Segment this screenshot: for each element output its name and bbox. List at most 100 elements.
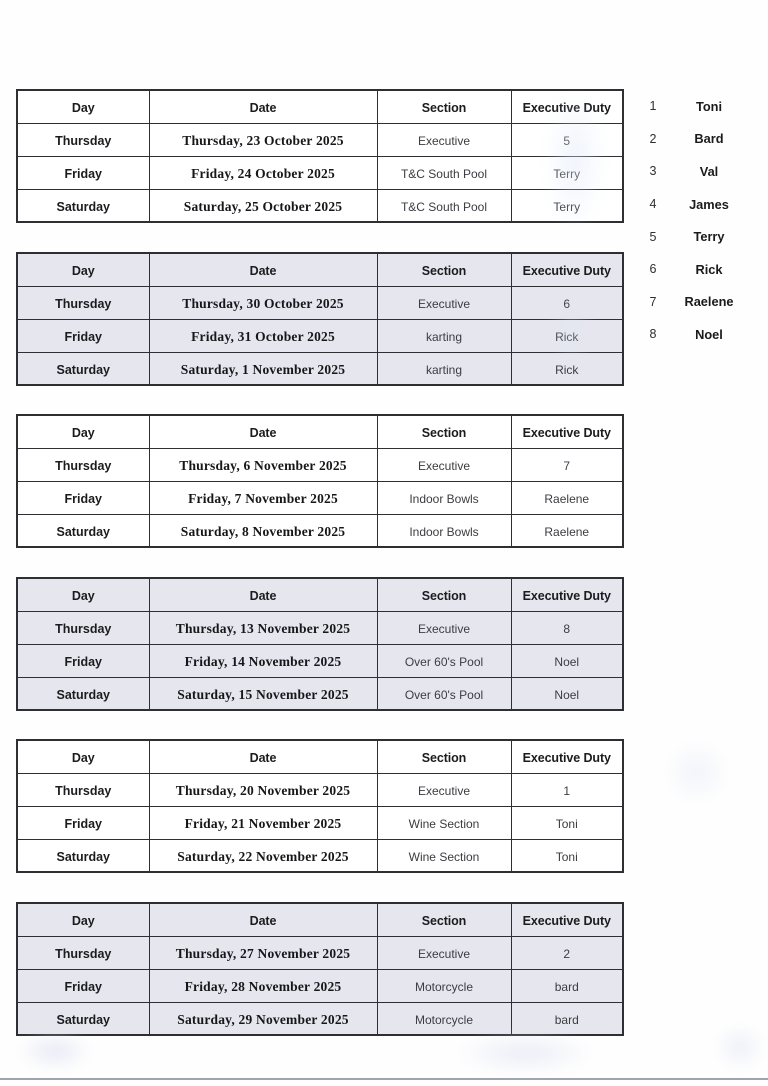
- col-header-section: Section: [376, 252, 512, 287]
- table-row: Thursday Thursday, 30 October 2025 Executi…: [16, 285, 624, 320]
- day-cell: Thursday: [16, 772, 150, 807]
- legend-item: 7 Raelene: [645, 286, 757, 319]
- col-header-day: Day: [16, 902, 150, 937]
- col-header-section: Section: [376, 739, 512, 774]
- date-cell: Thursday, 30 October 2025: [148, 285, 378, 320]
- date-cell: Saturday, 25 October 2025: [148, 188, 378, 223]
- day-cell: Saturday: [16, 676, 150, 711]
- section-cell: Over 60's Pool: [376, 643, 512, 678]
- date-cell: Saturday, 8 November 2025: [148, 513, 378, 548]
- day-cell: Thursday: [16, 610, 150, 645]
- table-row: Thursday Thursday, 20 November 2025 Execut…: [16, 772, 624, 807]
- duty-cell: 1: [510, 772, 624, 807]
- section-cell: T&C South Pool: [376, 155, 512, 190]
- day-cell: Saturday: [16, 838, 150, 873]
- legend-name: Raelene: [684, 294, 734, 310]
- table-row: Saturday Saturday, 25 October 2025 T&C Sou…: [16, 188, 624, 223]
- legend-name: Toni: [695, 98, 723, 114]
- col-header-date: Date: [148, 252, 378, 287]
- date-cell: Thursday, 13 November 2025: [148, 610, 378, 645]
- header-row: Day Date Section Executive Duty: [16, 739, 624, 774]
- table-row: Saturday Saturday, 29 November 2025 Motorc…: [16, 1001, 624, 1036]
- col-header-date: Date: [148, 89, 378, 124]
- table-row: Saturday Saturday, 22 November 2025 Wine S…: [16, 838, 624, 873]
- header-row: Day Date Section Executive Duty: [16, 414, 624, 449]
- col-header-date: Date: [148, 577, 378, 612]
- table-row: Saturday Saturday, 1 November 2025 karting…: [16, 351, 624, 386]
- header-row: Day Date Section Executive Duty: [16, 577, 624, 612]
- col-header-day: Day: [16, 577, 150, 612]
- day-cell: Thursday: [16, 447, 150, 482]
- duty-cell: Raelene: [510, 480, 624, 515]
- legend-item: 2 Bard: [645, 123, 757, 156]
- scan-smudge: [455, 1032, 595, 1074]
- day-cell: Saturday: [16, 188, 150, 223]
- date-cell: Thursday, 6 November 2025: [148, 447, 378, 482]
- table-row: Thursday Thursday, 13 November 2025 Execut…: [16, 610, 624, 645]
- section-cell: Executive: [376, 935, 512, 970]
- table-row: Friday Friday, 7 November 2025 Indoor Bowl…: [16, 480, 624, 515]
- legend-number: 7: [649, 294, 657, 309]
- table-row: Friday Friday, 21 November 2025 Wine Secti…: [16, 805, 624, 840]
- legend-name: Bard: [694, 131, 724, 147]
- duty-cell: 2: [510, 935, 624, 970]
- table-row: Friday Friday, 28 November 2025 Motorcycle…: [16, 968, 624, 1003]
- col-header-date: Date: [148, 414, 378, 449]
- col-header-day: Day: [16, 252, 150, 287]
- section-cell: Over 60's Pool: [376, 676, 512, 711]
- col-header-executive-duty: Executive Duty: [510, 414, 624, 449]
- duty-cell: 6: [510, 285, 624, 320]
- col-header-section: Section: [376, 89, 512, 124]
- legend-name: Rick: [695, 261, 723, 277]
- duty-cell: 5: [510, 122, 624, 157]
- table-row: Friday Friday, 24 October 2025 T&C South P…: [16, 155, 624, 190]
- duty-cell: 8: [510, 610, 624, 645]
- section-cell: Wine Section: [376, 838, 512, 873]
- date-cell: Saturday, 22 November 2025: [148, 838, 378, 873]
- section-cell: Indoor Bowls: [376, 480, 512, 515]
- date-cell: Friday, 31 October 2025: [148, 318, 378, 353]
- table-row: Thursday Thursday, 6 November 2025 Executi…: [16, 447, 624, 482]
- day-cell: Friday: [16, 968, 150, 1003]
- legend-item: 3 Val: [645, 155, 757, 188]
- duty-table-4: Day Date Section Executive Duty Thursday Thur…: [16, 577, 624, 711]
- table-row: Saturday Saturday, 8 November 2025 Indoor …: [16, 513, 624, 548]
- col-header-section: Section: [376, 414, 512, 449]
- legend-name: James: [689, 196, 729, 212]
- date-cell: Friday, 24 October 2025: [148, 155, 378, 190]
- section-cell: Motorcycle: [376, 968, 512, 1003]
- section-cell: Executive: [376, 447, 512, 482]
- duty-cell: bard: [510, 968, 624, 1003]
- col-header-executive-duty: Executive Duty: [510, 902, 624, 937]
- col-header-day: Day: [16, 414, 150, 449]
- duty-cell: Raelene: [510, 513, 624, 548]
- header-row: Day Date Section Executive Duty: [16, 252, 624, 287]
- day-cell: Thursday: [16, 285, 150, 320]
- section-cell: karting: [376, 351, 512, 386]
- section-cell: Executive: [376, 122, 512, 157]
- table-row: Thursday Thursday, 23 October 2025 Executi…: [16, 122, 624, 157]
- date-cell: Thursday, 27 November 2025: [148, 935, 378, 970]
- scan-smudge: [715, 1025, 765, 1069]
- legend-number: 2: [649, 131, 657, 146]
- duty-cell: Toni: [510, 838, 624, 873]
- legend-number: 6: [649, 262, 657, 277]
- day-cell: Friday: [16, 155, 150, 190]
- legend-item: 4 James: [645, 188, 757, 221]
- col-header-day: Day: [16, 739, 150, 774]
- section-cell: Executive: [376, 285, 512, 320]
- col-header-date: Date: [148, 739, 378, 774]
- date-cell: Saturday, 1 November 2025: [148, 351, 378, 386]
- scan-smudge: [665, 740, 729, 804]
- duty-cell: Noel: [510, 643, 624, 678]
- day-cell: Thursday: [16, 935, 150, 970]
- date-cell: Saturday, 15 November 2025: [148, 676, 378, 711]
- date-cell: Thursday, 23 October 2025: [148, 122, 378, 157]
- duty-cell: Terry: [510, 188, 624, 223]
- legend-name: Terry: [693, 229, 725, 245]
- duty-table-2: Day Date Section Executive Duty Thursday Thur…: [16, 252, 624, 386]
- duty-table-3: Day Date Section Executive Duty Thursday Thur…: [16, 414, 624, 548]
- table-row: Friday Friday, 14 November 2025 Over 60's …: [16, 643, 624, 678]
- date-cell: Friday, 21 November 2025: [148, 805, 378, 840]
